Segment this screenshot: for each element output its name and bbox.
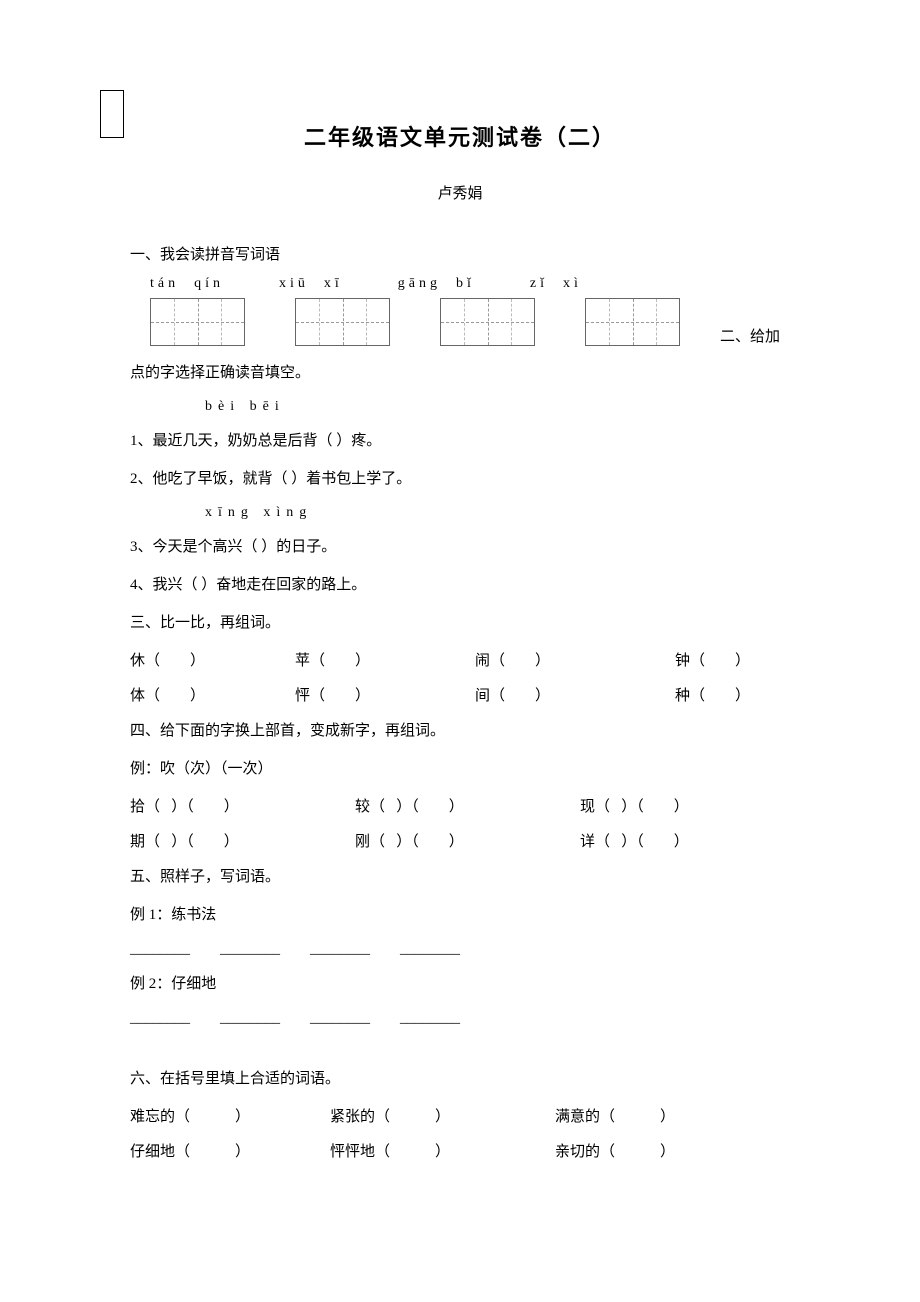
compare-item: 苹（ ）	[295, 649, 475, 670]
section-3-heading: 三、比一比，再组词。	[130, 611, 790, 635]
compare-item: 体（ ）	[130, 684, 295, 705]
section-5-heading: 五、照样子，写词语。	[130, 865, 790, 889]
character-input-box[interactable]	[150, 298, 245, 346]
fill-row: 仔细地（ ） 怦怦地（ ） 亲切的（ ）	[130, 1140, 790, 1161]
character-boxes-row: 二、给加	[150, 298, 790, 346]
question-4: 4、我兴（ ）奋地走在回家的路上。	[130, 573, 790, 597]
compare-item: 闹（ ）	[475, 649, 675, 670]
section-2-heading-start: 二、给加	[720, 325, 780, 346]
fill-item: 仔细地（ ）	[130, 1140, 330, 1161]
fill-item: 紧张的（ ）	[330, 1105, 555, 1126]
pinyin-label: xiū xī	[279, 276, 343, 292]
compare-row: 休（ ） 苹（ ） 闹（ ） 钟（ ）	[130, 649, 790, 670]
margin-marker-box	[100, 90, 124, 138]
transform-item: 现（ ）（ ）	[580, 795, 790, 816]
transform-item: 详（ ）（ ）	[580, 830, 790, 851]
fill-item: 怦怦地（ ）	[330, 1140, 555, 1161]
transform-item: 拾（ ）（ ）	[130, 795, 355, 816]
transform-item: 刚（ ）（ ）	[355, 830, 580, 851]
question-3: 3、今天是个高兴（ ）的日子。	[130, 535, 790, 559]
blank-line: ________ ________ ________ ________	[130, 1010, 790, 1027]
pinyin-label: gāng bǐ	[398, 276, 475, 292]
transform-item: 期（ ）（ ）	[130, 830, 355, 851]
author-name: 卢秀娟	[130, 182, 790, 203]
pinyin-options-b: xīng xìng	[205, 505, 790, 521]
compare-row: 体（ ） 怦（ ） 间（ ） 种（ ）	[130, 684, 790, 705]
character-input-box[interactable]	[295, 298, 390, 346]
transform-row: 期（ ）（ ） 刚（ ）（ ） 详（ ）（ ）	[130, 830, 790, 851]
character-input-box[interactable]	[440, 298, 535, 346]
fill-item: 亲切的（ ）	[555, 1140, 790, 1161]
transform-row: 拾（ ）（ ） 较（ ）（ ） 现（ ）（ ）	[130, 795, 790, 816]
page-title: 二年级语文单元测试卷（二）	[130, 120, 790, 152]
pinyin-label: zǐ xì	[530, 276, 582, 292]
fill-item: 满意的（ ）	[555, 1105, 790, 1126]
section-4-heading: 四、给下面的字换上部首，变成新字，再组词。	[130, 719, 790, 743]
section-6-heading: 六、在括号里填上合适的词语。	[130, 1067, 790, 1091]
compare-item: 钟（ ）	[675, 649, 790, 670]
section-5-example-1: 例 1：练书法	[130, 903, 790, 927]
blank-line: ________ ________ ________ ________	[130, 941, 790, 958]
pinyin-label: tán qín	[150, 276, 224, 292]
question-2: 2、他吃了早饭，就背（ ）着书包上学了。	[130, 467, 790, 491]
fill-item: 难忘的（ ）	[130, 1105, 330, 1126]
section-2-heading-continuation: 点的字选择正确读音填空。	[130, 361, 790, 385]
compare-item: 怦（ ）	[295, 684, 475, 705]
compare-item: 种（ ）	[675, 684, 790, 705]
character-input-box[interactable]	[585, 298, 680, 346]
pinyin-options-a: bèi bēi	[205, 399, 790, 415]
transform-item: 较（ ）（ ）	[355, 795, 580, 816]
section-1-heading: 一、我会读拼音写词语	[130, 243, 790, 264]
pinyin-labels-row: tán qín xiū xī gāng bǐ zǐ xì	[150, 276, 790, 292]
section-5-example-2: 例 2：仔细地	[130, 972, 790, 996]
compare-item: 休（ ）	[130, 649, 295, 670]
section-4-example: 例：吹（次）（一次）	[130, 757, 790, 781]
fill-row: 难忘的（ ） 紧张的（ ） 满意的（ ）	[130, 1105, 790, 1126]
compare-item: 间（ ）	[475, 684, 675, 705]
question-1: 1、最近几天，奶奶总是后背（ ）疼。	[130, 429, 790, 453]
